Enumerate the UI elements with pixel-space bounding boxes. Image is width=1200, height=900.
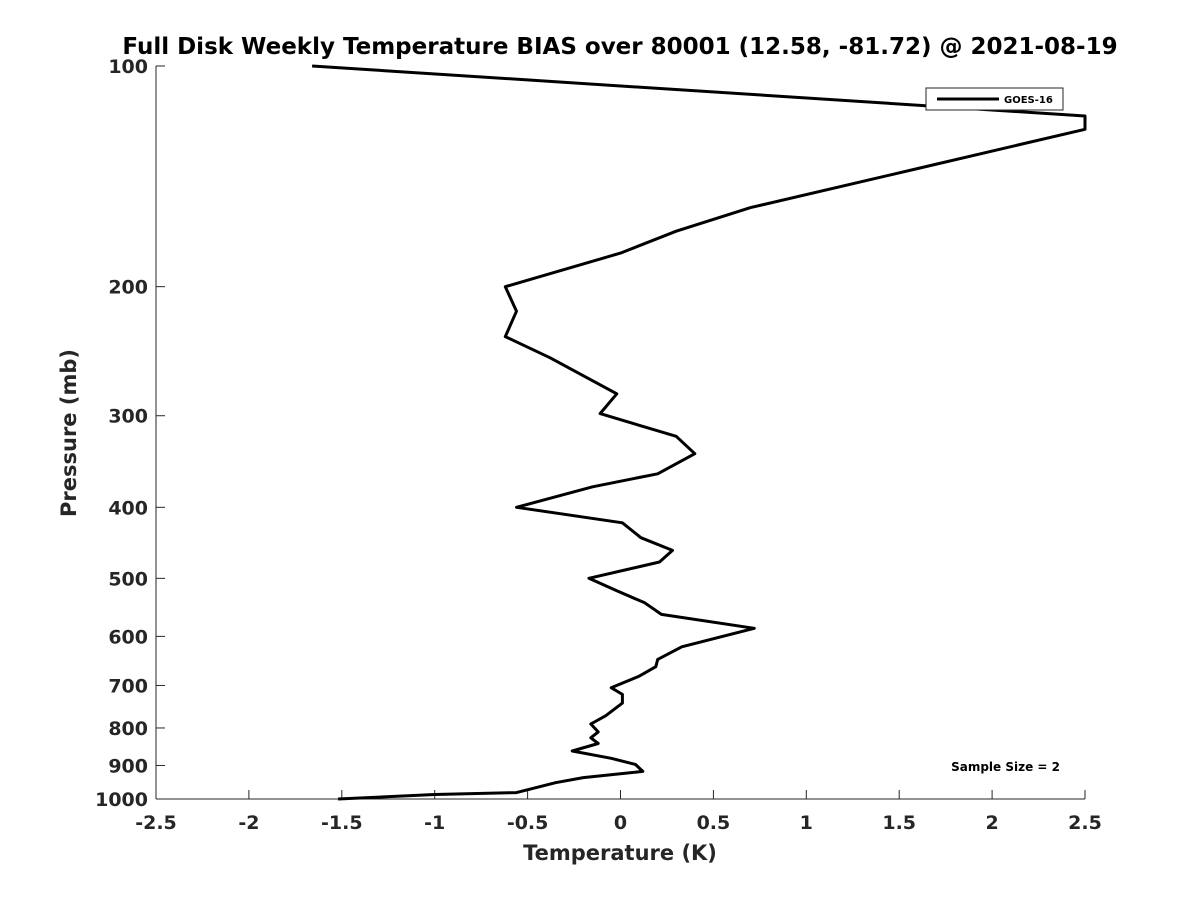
legend-entry-goes-16: GOES-16 — [1004, 95, 1053, 106]
x-tick-label: 1 — [800, 812, 813, 834]
x-tick-label: 2 — [985, 812, 998, 834]
y-tick-label: 600 — [108, 626, 148, 648]
x-tick-label: -2.5 — [135, 812, 177, 834]
x-tick-label: -0.5 — [507, 812, 549, 834]
x-tick-label: 2.5 — [1068, 812, 1102, 834]
y-tick-label: 100 — [108, 56, 148, 78]
chart-title: Full Disk Weekly Temperature BIAS over 8… — [122, 34, 1117, 60]
y-tick-label: 200 — [108, 277, 148, 299]
y-tick-label: 400 — [108, 497, 148, 519]
y-tick-label: 700 — [108, 675, 148, 697]
y-tick-label: 1000 — [95, 789, 148, 811]
x-tick-label: -1.5 — [321, 812, 363, 834]
x-tick-label: -1 — [424, 812, 445, 834]
x-tick-label: -2 — [238, 812, 259, 834]
x-tick-label: 1.5 — [882, 812, 916, 834]
x-tick-label: 0 — [614, 812, 627, 834]
legend: GOES-16 — [925, 87, 1064, 111]
x-axis-label: Temperature (K) — [523, 841, 717, 865]
series-group — [312, 64, 1087, 801]
y-tick-label: 800 — [108, 718, 148, 740]
y-tick-label: 300 — [108, 406, 148, 428]
y-tick-label: 900 — [108, 755, 148, 777]
y-axis-ticks: 100 200 300 400 500 600 700 800 900 1000 — [95, 56, 165, 811]
series-line-goes-16 — [312, 64, 1087, 801]
sample-size-annotation: Sample Size = 2 — [951, 760, 1060, 774]
y-axis-label: Pressure (mb) — [57, 349, 81, 517]
y-tick-label: 500 — [108, 568, 148, 590]
x-tick-label: 0.5 — [697, 812, 731, 834]
x-axis-ticks: -2.5 -2 -1.5 -1 -0.5 0 0.5 1 1.5 2 2.5 — [135, 790, 1102, 834]
